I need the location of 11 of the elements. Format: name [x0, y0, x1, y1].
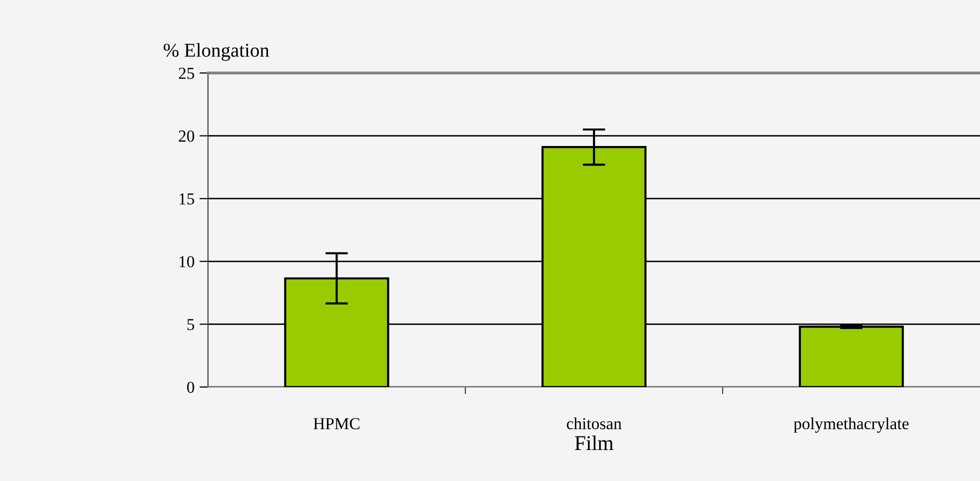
y-axis-title: % Elongation [164, 43, 270, 61]
x-axis-title: Film [574, 435, 614, 450]
y-tick-label: 0 [187, 382, 194, 393]
x-tick-label: polymethacrylate [794, 418, 909, 433]
y-tick-label: 15 [180, 193, 194, 205]
y-tick-label: 20 [178, 130, 194, 142]
x-tick-label: HPMC [314, 418, 360, 430]
y-tick-label: 10 [180, 256, 194, 268]
y-tick-label: 5 [187, 319, 194, 330]
y-tick-label: 25 [178, 68, 194, 79]
x-tick-label: chitosan [566, 418, 622, 430]
